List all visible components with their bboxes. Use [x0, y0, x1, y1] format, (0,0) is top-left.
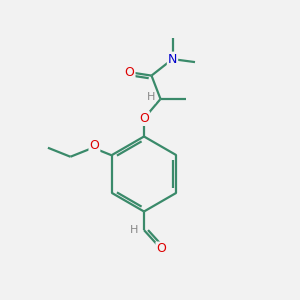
Text: O: O: [125, 66, 134, 79]
Text: H: H: [147, 92, 155, 103]
Text: O: O: [157, 242, 166, 256]
Text: H: H: [130, 225, 139, 235]
Text: O: O: [89, 139, 99, 152]
Text: O: O: [139, 112, 149, 125]
Text: N: N: [168, 52, 177, 66]
